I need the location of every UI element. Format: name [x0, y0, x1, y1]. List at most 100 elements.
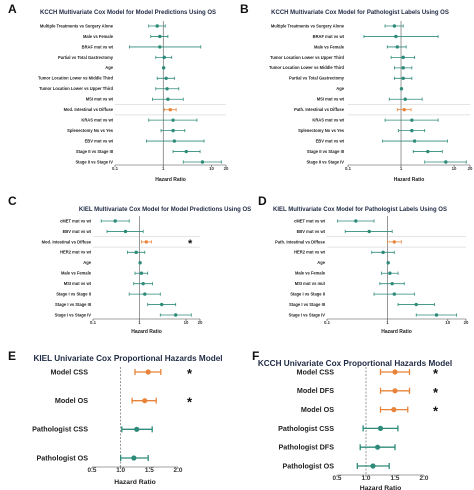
x-tick-label: 20 — [224, 166, 229, 171]
panel-letter: A — [8, 2, 17, 16]
row-label: Mod. Intestinal vs Diffuse — [42, 239, 92, 244]
row-label: Age — [105, 65, 113, 70]
hazard-ratio-point — [392, 369, 398, 375]
hazard-ratio-point — [134, 426, 140, 432]
row-label: Age — [83, 260, 91, 265]
row-label: EBV mut vs wt — [85, 138, 114, 143]
row-label: Stage I vs Stage III — [55, 302, 91, 307]
x-tick-label: 1.5 — [391, 475, 400, 482]
hazard-ratio-point — [155, 24, 159, 28]
panel-title: KCCH Multivariate Cox Model for Model Pr… — [40, 10, 216, 16]
row-label: BRAF mut vs wt — [313, 34, 345, 39]
hazard-ratio-point — [168, 107, 172, 112]
row-label: Age — [317, 260, 325, 265]
panel-letter: B — [240, 2, 249, 16]
row-label: HER2 mut vs wt — [60, 250, 92, 255]
hazard-ratio-point — [412, 139, 417, 143]
x-axis-label: Hazard Ratio — [114, 479, 156, 486]
row-label: Stage II vs Stage IV — [306, 159, 344, 164]
panel-letter: D — [258, 194, 267, 208]
row-label: Age — [336, 86, 344, 91]
significance-star: * — [187, 366, 193, 381]
hazard-ratio-point — [390, 281, 394, 286]
x-axis-label: Hazard Ratio — [381, 329, 412, 335]
row-label: Male vs Female — [295, 271, 326, 276]
hazard-ratio-point — [377, 425, 384, 431]
row-label: Stage I vs Stage II — [290, 292, 325, 297]
hazard-ratio-point — [354, 219, 358, 223]
row-label: Stage II vs Stage III — [76, 149, 113, 154]
row-label: Stage I vs Stage III — [289, 302, 325, 307]
x-tick-label: 0.1 — [345, 166, 352, 171]
x-tick-label: 1.0 — [362, 475, 371, 482]
row-label: Pathologist CSS — [278, 424, 334, 433]
hazard-ratio-point — [375, 444, 381, 450]
row-label: MSI mut vs wt — [64, 281, 92, 286]
row-label: Model OS — [55, 396, 88, 405]
panel-title: KCCH Multivariate Cox Model for Patholog… — [271, 10, 449, 16]
hazard-ratio-point — [399, 87, 404, 91]
x-tick-label: 1 — [162, 166, 165, 171]
x-axis-label: Hazard Ratio — [131, 329, 162, 335]
hazard-ratio-point — [392, 240, 396, 244]
row-label: EBV mut vs wt — [316, 138, 345, 143]
row-label: KRAS mut vs wt — [312, 118, 344, 123]
hazard-ratio-point — [401, 66, 405, 70]
hazard-ratio-point — [395, 45, 399, 49]
row-label: KRAS mut vs wt — [81, 118, 113, 123]
row-label: Tumor Location Lower vs Middle Third — [269, 65, 344, 70]
row-label: EBV mut vs wt — [63, 229, 92, 234]
row-label: MSI mut vs wt — [86, 97, 114, 102]
row-label: Pathologist OS — [282, 461, 334, 470]
hazard-ratio-point — [171, 128, 175, 133]
row-label: Tumor Location Lower vs Upper Third — [270, 55, 344, 60]
row-label: Male vs Female — [61, 271, 92, 276]
row-label: cMET mut vs wt — [60, 218, 92, 223]
x-tick-label: 20 — [198, 320, 203, 325]
hazard-ratio-point — [172, 139, 177, 143]
hazard-ratio-point — [165, 87, 169, 91]
row-label: Partial vs Total Gastrectomy — [58, 55, 114, 60]
row-label: Tumor Location Lower vs Upper Third — [39, 86, 113, 91]
panel-d: D KIEL Multivariate Cox Model for Patholo… — [258, 194, 469, 335]
x-axis-label: Hazard Ratio — [155, 177, 186, 183]
x-tick-label: 10 — [445, 320, 450, 325]
hazard-ratio-point — [367, 229, 371, 234]
x-tick-label: 1 — [386, 320, 389, 325]
hazard-ratio-point — [386, 261, 390, 265]
hazard-ratio-point — [370, 463, 376, 469]
hazard-ratio-point — [134, 250, 138, 255]
row-label: Stage II vs Stage IV — [75, 159, 113, 164]
x-axis-label: Hazard Ratio — [360, 485, 402, 490]
x-tick-label: 1 — [400, 166, 403, 171]
hazard-ratio-point — [144, 240, 148, 244]
row-label: Male vs Female — [314, 44, 345, 49]
hazard-ratio-point — [113, 219, 117, 223]
row-label: cMET mut vs wt — [294, 218, 326, 223]
x-tick-label: 1.5 — [145, 467, 154, 474]
row-label: Multiple Treatments vs Surgery Alone — [271, 23, 345, 28]
row-label: Stage II vs Stage III — [307, 149, 344, 154]
hazard-ratio-point — [401, 76, 405, 81]
row-label: MSI mut vs wt — [317, 97, 345, 102]
hazard-ratio-point — [145, 369, 151, 375]
row-label: Stage I vs Stage IV — [55, 312, 92, 317]
hazard-ratio-point — [392, 292, 396, 296]
x-tick-label: 10 — [209, 166, 214, 171]
row-label: Splenectomy No vs Yes — [67, 128, 114, 133]
panel-e: E KIEL Univariate Cox Proportional Hazard… — [8, 349, 223, 486]
hazard-ratio-point — [158, 34, 162, 39]
hazard-ratio-point — [158, 45, 162, 49]
hazard-ratio-point — [171, 118, 175, 122]
hazard-ratio-point — [402, 107, 406, 112]
hazard-ratio-point — [392, 24, 397, 28]
row-label: Model OS — [301, 405, 334, 414]
x-tick-label: 2.0 — [420, 475, 429, 482]
hazard-ratio-point — [166, 97, 170, 101]
hazard-ratio-point — [200, 160, 205, 164]
row-label: Male vs Female — [83, 34, 114, 39]
hazard-ratio-point — [184, 149, 188, 154]
significance-star: * — [433, 404, 439, 419]
hazard-ratio-point — [143, 292, 147, 296]
